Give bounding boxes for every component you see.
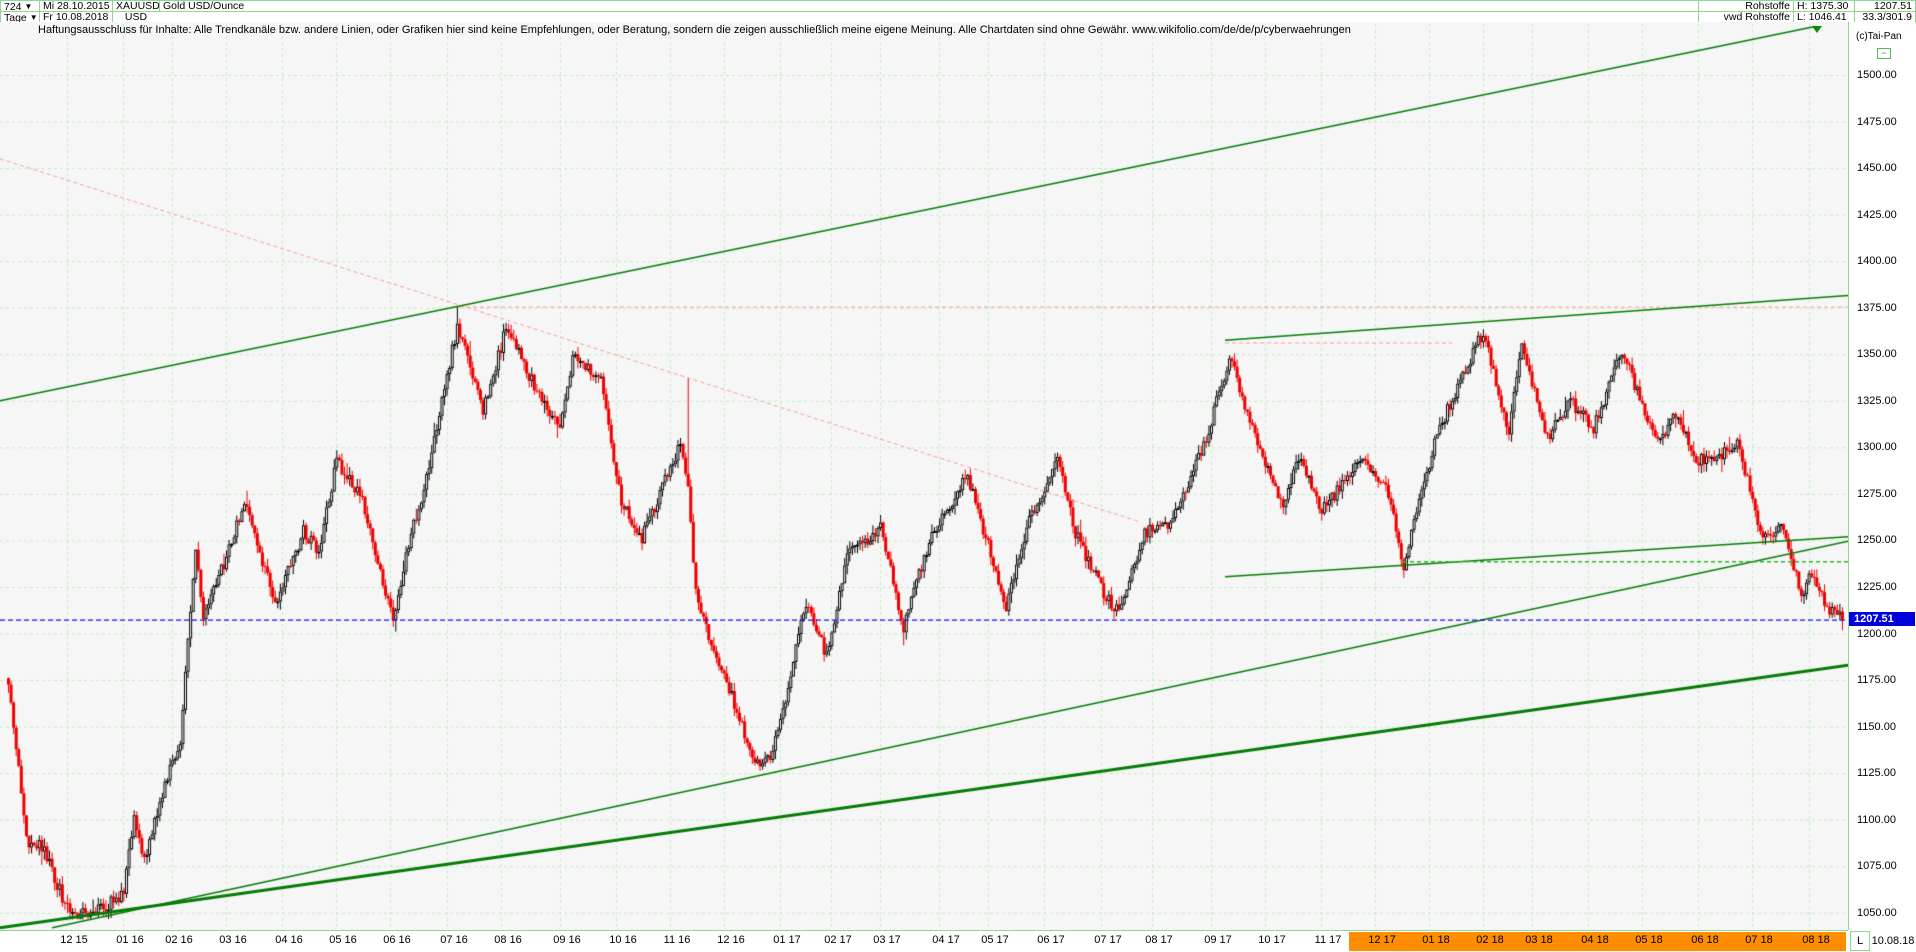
disclaimer-text: Haftungsausschluss für Inhalte: Alle Tre…	[38, 24, 1351, 36]
y-axis-tick-label: 1300.00	[1857, 441, 1897, 454]
y-axis-tick-label: 1450.00	[1857, 162, 1897, 175]
chevron-down-icon: ▼	[29, 13, 38, 22]
y-axis-tick-label: 1400.00	[1857, 255, 1897, 268]
x-axis-month-label: 05 17	[981, 934, 1009, 946]
y-axis-tick-label: 1125.00	[1857, 767, 1896, 780]
x-axis-month-label: 01 17	[773, 934, 801, 946]
y-axis-tick-label: 1100.00	[1857, 813, 1896, 826]
x-axis-month-label: 07 17	[1094, 934, 1122, 946]
x-axis-month-label: 07 18	[1745, 934, 1773, 946]
status-l-box: L	[1850, 931, 1870, 951]
x-axis-month-label: 02 18	[1476, 934, 1504, 946]
x-axis-month-label: 11 16	[663, 934, 691, 946]
y-axis-tick-label: 1200.00	[1857, 627, 1897, 640]
y-axis-tick-label: 1050.00	[1857, 906, 1897, 919]
x-axis-month-label: 07 16	[440, 934, 468, 946]
x-axis-month-label: 06 16	[383, 934, 411, 946]
x-axis-month-label: 05 16	[329, 934, 357, 946]
x-axis-month-label: 08 18	[1802, 934, 1830, 946]
y-axis	[1848, 22, 1916, 930]
date-range-highlight-band	[1349, 932, 1846, 951]
y-axis-tick-label: 1250.00	[1857, 534, 1897, 547]
x-axis-month-label: 01 18	[1422, 934, 1450, 946]
collapse-panel-icon[interactable]: −	[1877, 48, 1891, 59]
y-axis-tick-label: 1225.00	[1857, 580, 1897, 593]
x-axis-month-label: 10 17	[1258, 934, 1286, 946]
price-chart-canvas[interactable]	[0, 22, 1848, 930]
x-axis-month-label: 09 17	[1204, 934, 1232, 946]
x-axis-month-label: 02 16	[165, 934, 193, 946]
y-axis-tick-label: 1075.00	[1857, 860, 1897, 873]
x-axis-month-label: 04 17	[932, 934, 960, 946]
x-axis-month-label: 04 16	[275, 934, 303, 946]
chevron-down-icon: ▼	[24, 2, 33, 11]
x-axis-month-label: 11 17	[1314, 934, 1342, 946]
status-date: 10.08.18	[1871, 935, 1915, 947]
x-axis-month-label: 08 17	[1145, 934, 1173, 946]
x-axis-month-label: 06 18	[1691, 934, 1719, 946]
x-axis-month-label: 03 17	[873, 934, 901, 946]
x-axis-month-label: 02 17	[824, 934, 852, 946]
x-axis-month-label: 03 16	[219, 934, 247, 946]
x-axis-month-label: 05 18	[1635, 934, 1663, 946]
x-axis-month-label: 12 17	[1368, 934, 1396, 946]
x-axis-month-label: 03 18	[1525, 934, 1553, 946]
x-axis-month-label: 12 15	[60, 934, 88, 946]
x-axis-month-label: 10 16	[609, 934, 637, 946]
x-axis-month-label: 04 18	[1581, 934, 1609, 946]
x-axis-month-label: 08 16	[494, 934, 522, 946]
y-axis-tick-label: 1350.00	[1857, 348, 1897, 361]
x-axis-month-label: 12 16	[717, 934, 745, 946]
y-axis-tick-label: 1475.00	[1857, 115, 1897, 128]
copyright-label: (c)Tai-Pan	[1856, 31, 1902, 42]
y-axis-tick-label: 1425.00	[1857, 208, 1897, 221]
y-axis-tick-label: 1500.00	[1857, 69, 1897, 81]
last-price-tag: 1207.51	[1849, 612, 1915, 626]
y-axis-tick-label: 1275.00	[1857, 487, 1897, 500]
y-axis-tick-label: 1375.00	[1857, 301, 1897, 314]
x-axis-month-label: 06 17	[1037, 934, 1065, 946]
y-axis-tick-label: 1150.00	[1857, 720, 1896, 733]
trendline-end-marker-icon	[1812, 26, 1822, 33]
period-value: Tage	[4, 12, 27, 23]
x-axis-month-label: 09 16	[553, 934, 581, 946]
bars-count-value: 724	[4, 1, 22, 12]
x-axis-month-label: 01 16	[116, 934, 144, 946]
y-axis-tick-label: 1325.00	[1857, 394, 1897, 407]
y-axis-tick-label: 1175.00	[1857, 674, 1896, 687]
